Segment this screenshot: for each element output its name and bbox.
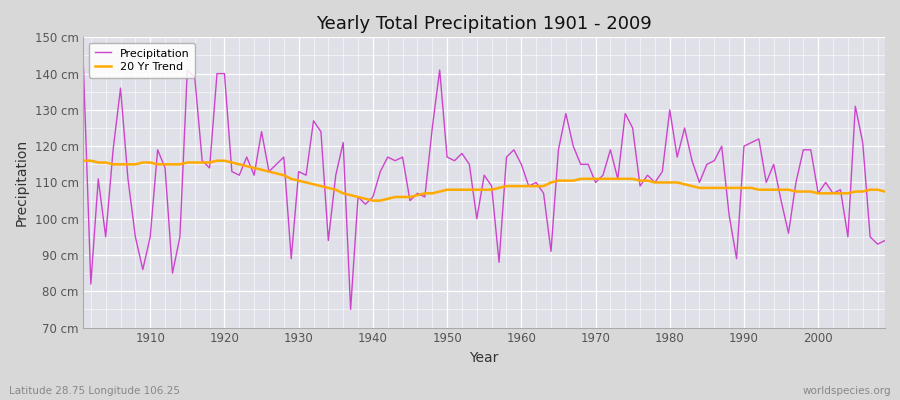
Precipitation bbox=[138, 267, 148, 272]
Line: 20 Yr Trend: 20 Yr Trend bbox=[84, 161, 885, 200]
Precipitation bbox=[301, 173, 311, 178]
Precipitation bbox=[523, 184, 534, 188]
Line: Precipitation: Precipitation bbox=[84, 66, 885, 310]
Precipitation bbox=[879, 238, 890, 243]
Precipitation bbox=[612, 176, 623, 181]
Legend: Precipitation, 20 Yr Trend: Precipitation, 20 Yr Trend bbox=[89, 43, 195, 78]
20 Yr Trend bbox=[523, 184, 534, 188]
Precipitation bbox=[78, 64, 89, 69]
20 Yr Trend bbox=[612, 176, 623, 181]
Text: worldspecies.org: worldspecies.org bbox=[803, 386, 891, 396]
Y-axis label: Precipitation: Precipitation bbox=[15, 139, 29, 226]
Precipitation bbox=[346, 307, 356, 312]
20 Yr Trend bbox=[879, 189, 890, 194]
20 Yr Trend bbox=[346, 193, 356, 198]
Precipitation bbox=[353, 194, 364, 199]
20 Yr Trend bbox=[516, 184, 526, 188]
20 Yr Trend bbox=[138, 160, 148, 165]
X-axis label: Year: Year bbox=[470, 351, 499, 365]
Precipitation bbox=[516, 162, 526, 167]
Title: Yearly Total Precipitation 1901 - 2009: Yearly Total Precipitation 1901 - 2009 bbox=[316, 15, 652, 33]
20 Yr Trend bbox=[301, 180, 311, 185]
Text: Latitude 28.75 Longitude 106.25: Latitude 28.75 Longitude 106.25 bbox=[9, 386, 180, 396]
20 Yr Trend bbox=[78, 158, 89, 163]
20 Yr Trend bbox=[367, 198, 378, 203]
